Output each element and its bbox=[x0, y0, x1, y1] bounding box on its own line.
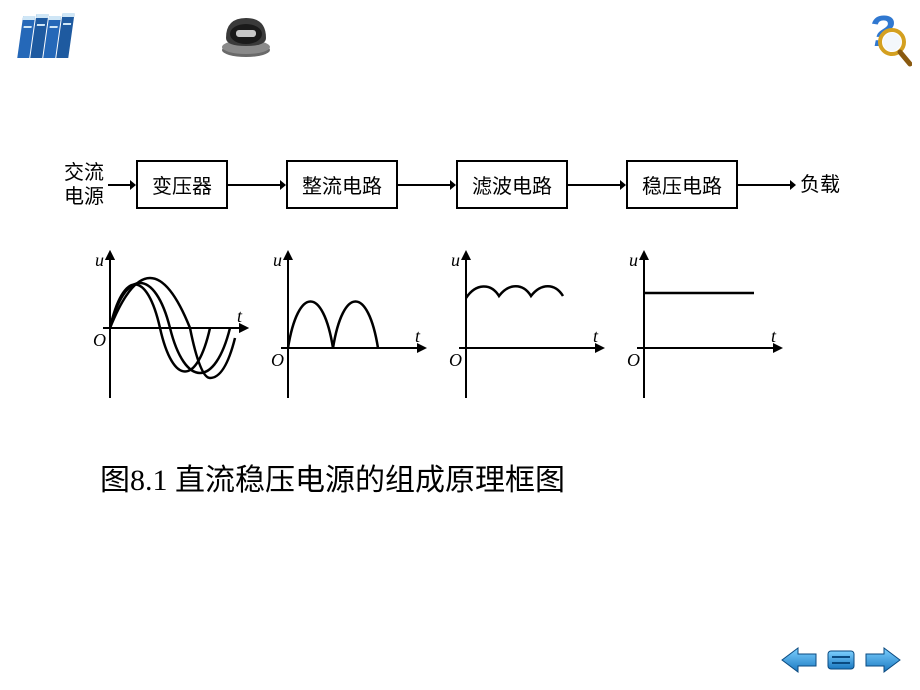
output-label: 负载 bbox=[796, 173, 844, 197]
books-icon bbox=[10, 10, 88, 65]
arrow-icon bbox=[568, 175, 626, 195]
svg-text:u: u bbox=[451, 250, 460, 270]
svg-text:t: t bbox=[593, 326, 599, 346]
svg-text:O: O bbox=[93, 330, 106, 350]
block-rectifier: 整流电路 bbox=[286, 160, 398, 209]
svg-text:u: u bbox=[273, 250, 282, 270]
waveform-row: u t O u t O u t O bbox=[85, 248, 789, 408]
input-label: 交流 电源 bbox=[60, 161, 108, 209]
block-transformer: 变压器 bbox=[136, 160, 228, 209]
help-icon: ? bbox=[850, 10, 912, 70]
arrow-icon bbox=[228, 175, 286, 195]
input-label-line1: 交流 bbox=[60, 161, 108, 185]
arrow-icon bbox=[108, 175, 136, 195]
waveform-sine: u t O bbox=[85, 248, 255, 408]
nav-button-row bbox=[780, 645, 902, 675]
svg-text:t: t bbox=[415, 326, 421, 346]
svg-text:O: O bbox=[271, 350, 284, 370]
svg-text:u: u bbox=[629, 250, 638, 270]
nav-home-button[interactable] bbox=[822, 645, 860, 675]
figure-caption: 图8.1 直流稳压电源的组成原理框图 bbox=[100, 455, 565, 499]
nav-prev-button[interactable] bbox=[780, 645, 818, 675]
block-regulator: 稳压电路 bbox=[626, 160, 738, 209]
block-flow-row: 交流 电源 变压器 整流电路 滤波电路 稳压电路 负载 bbox=[60, 160, 860, 209]
waveform-dc: u t O bbox=[619, 248, 789, 408]
arrow-icon bbox=[738, 175, 796, 195]
header-icon-row: ? bbox=[0, 5, 920, 65]
svg-text:u: u bbox=[95, 250, 104, 270]
nav-next-button[interactable] bbox=[864, 645, 902, 675]
webcam-icon bbox=[218, 10, 274, 58]
waveform-rectified: u t O bbox=[263, 248, 433, 408]
svg-text:t: t bbox=[771, 326, 777, 346]
svg-text:O: O bbox=[449, 350, 462, 370]
svg-text:O: O bbox=[627, 350, 640, 370]
block-diagram: 交流 电源 变压器 整流电路 滤波电路 稳压电路 负载 bbox=[60, 160, 860, 209]
arrow-icon bbox=[398, 175, 456, 195]
input-label-line2: 电源 bbox=[60, 185, 108, 209]
svg-text:t: t bbox=[237, 306, 243, 326]
waveform-filtered: u t O bbox=[441, 248, 611, 408]
block-filter: 滤波电路 bbox=[456, 160, 568, 209]
